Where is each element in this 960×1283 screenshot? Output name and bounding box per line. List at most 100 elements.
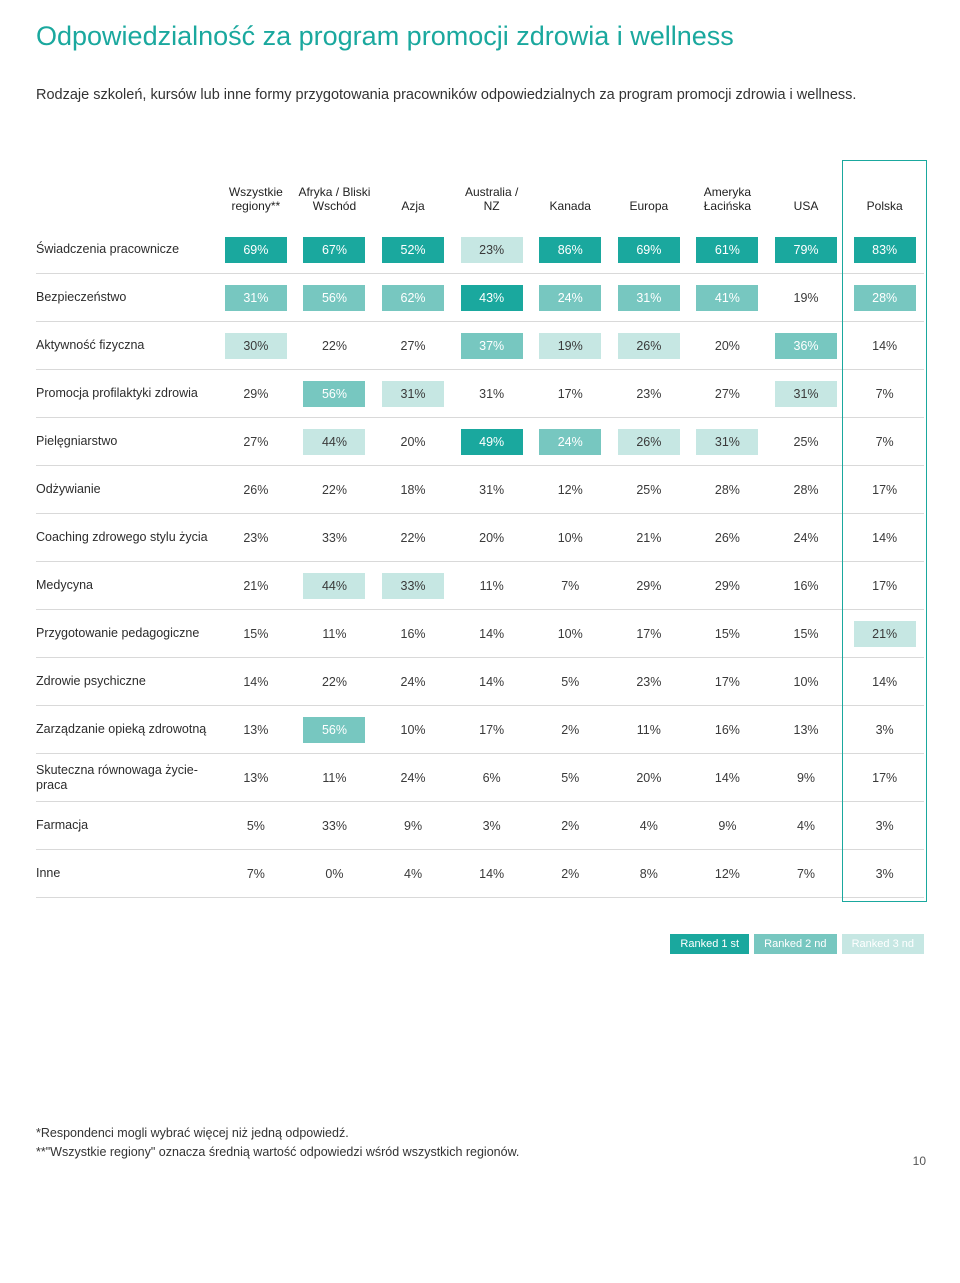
table-cell: 44% [295,418,374,466]
table-cell: 23% [610,658,689,706]
table-cell: 8% [610,850,689,898]
row-label: Coaching zdrowego stylu życia [36,514,217,562]
table-cell: 33% [295,802,374,850]
table-cell: 25% [610,466,689,514]
table-cell: 20% [452,514,531,562]
table-cell: 14% [452,658,531,706]
table-cell: 7% [217,850,296,898]
table-cell: 10% [374,706,453,754]
table-cell: 33% [374,562,453,610]
table-cell: 28% [688,466,767,514]
table-cell: 5% [531,754,610,802]
row-label: Farmacja [36,802,217,850]
row-label: Bezpieczeństwo [36,274,217,322]
table-cell: 13% [767,706,846,754]
table-cell: 26% [688,514,767,562]
table-cell: 27% [217,418,296,466]
table-cell: 31% [452,370,531,418]
table-cell: 5% [531,658,610,706]
table-cell: 3% [452,802,531,850]
table-cell: 27% [688,370,767,418]
table-cell: 28% [767,466,846,514]
row-label: Zdrowie psychiczne [36,658,217,706]
table-cell: 26% [610,418,689,466]
table-cell: 14% [452,850,531,898]
legend: Ranked 1 st Ranked 2 nd Ranked 3 nd [36,934,924,954]
table-cell: 29% [688,562,767,610]
table-row: Odżywianie26%22%18%31%12%25%28%28%17% [36,466,924,514]
table-cell: 56% [295,370,374,418]
table-cell: 22% [374,514,453,562]
table-cell: 16% [374,610,453,658]
table-cell: 22% [295,322,374,370]
column-header: USA [767,166,846,226]
table-cell: 9% [688,802,767,850]
table-cell: 56% [295,274,374,322]
table-cell: 14% [688,754,767,802]
legend-rank3: Ranked 3 nd [842,934,924,954]
table-row: Świadczenia pracownicze69%67%52%23%86%69… [36,226,924,274]
table-cell: 7% [845,370,924,418]
table-cell: 17% [845,466,924,514]
table-cell: 14% [845,658,924,706]
table-cell: 23% [217,514,296,562]
column-header: Kanada [531,166,610,226]
table-cell: 86% [531,226,610,274]
table-cell: 23% [452,226,531,274]
table-cell: 37% [452,322,531,370]
row-label: Inne [36,850,217,898]
table-cell: 14% [845,322,924,370]
table-cell: 10% [531,514,610,562]
table-cell: 4% [610,802,689,850]
table-cell: 24% [531,274,610,322]
row-label: Zarządzanie opieką zdrowotną [36,706,217,754]
table-cell: 31% [767,370,846,418]
table-cell: 0% [295,850,374,898]
table-cell: 18% [374,466,453,514]
table-cell: 10% [531,610,610,658]
table-row: Przygotowanie pedagogiczne15%11%16%14%10… [36,610,924,658]
legend-rank2: Ranked 2 nd [754,934,836,954]
table-cell: 2% [531,706,610,754]
table-cell: 52% [374,226,453,274]
table-cell: 17% [688,658,767,706]
table-cell: 11% [295,754,374,802]
footnote-2: **"Wszystkie regiony" oznacza średnią wa… [36,1143,924,1162]
table-row: Bezpieczeństwo31%56%62%43%24%31%41%19%28… [36,274,924,322]
table-cell: 28% [845,274,924,322]
table-cell: 14% [217,658,296,706]
table-cell: 14% [845,514,924,562]
page-number: 10 [913,1154,926,1168]
column-header: Ameryka Łacińska [688,166,767,226]
table-cell: 16% [688,706,767,754]
page-title: Odpowiedzialność za program promocji zdr… [36,20,924,52]
table-cell: 61% [688,226,767,274]
table-cell: 41% [688,274,767,322]
table-cell: 31% [688,418,767,466]
table-cell: 27% [374,322,453,370]
table-cell: 11% [295,610,374,658]
table-cell: 21% [845,610,924,658]
table-cell: 3% [845,850,924,898]
table-cell: 12% [688,850,767,898]
table-cell: 7% [845,418,924,466]
table-cell: 31% [374,370,453,418]
table-cell: 4% [767,802,846,850]
table-cell: 25% [767,418,846,466]
row-label: Aktywność fizyczna [36,322,217,370]
table-cell: 83% [845,226,924,274]
table-cell: 29% [610,562,689,610]
footnotes: *Respondenci mogli wybrać więcej niż jed… [36,1124,924,1162]
table-cell: 26% [217,466,296,514]
row-label: Odżywianie [36,466,217,514]
table-cell: 67% [295,226,374,274]
table-cell: 36% [767,322,846,370]
table-cell: 24% [767,514,846,562]
column-header: Australia / NZ [452,166,531,226]
table-cell: 24% [374,754,453,802]
table-cell: 15% [217,610,296,658]
table-cell: 19% [767,274,846,322]
table-cell: 9% [767,754,846,802]
table-cell: 11% [610,706,689,754]
table-row: Farmacja5%33%9%3%2%4%9%4%3% [36,802,924,850]
